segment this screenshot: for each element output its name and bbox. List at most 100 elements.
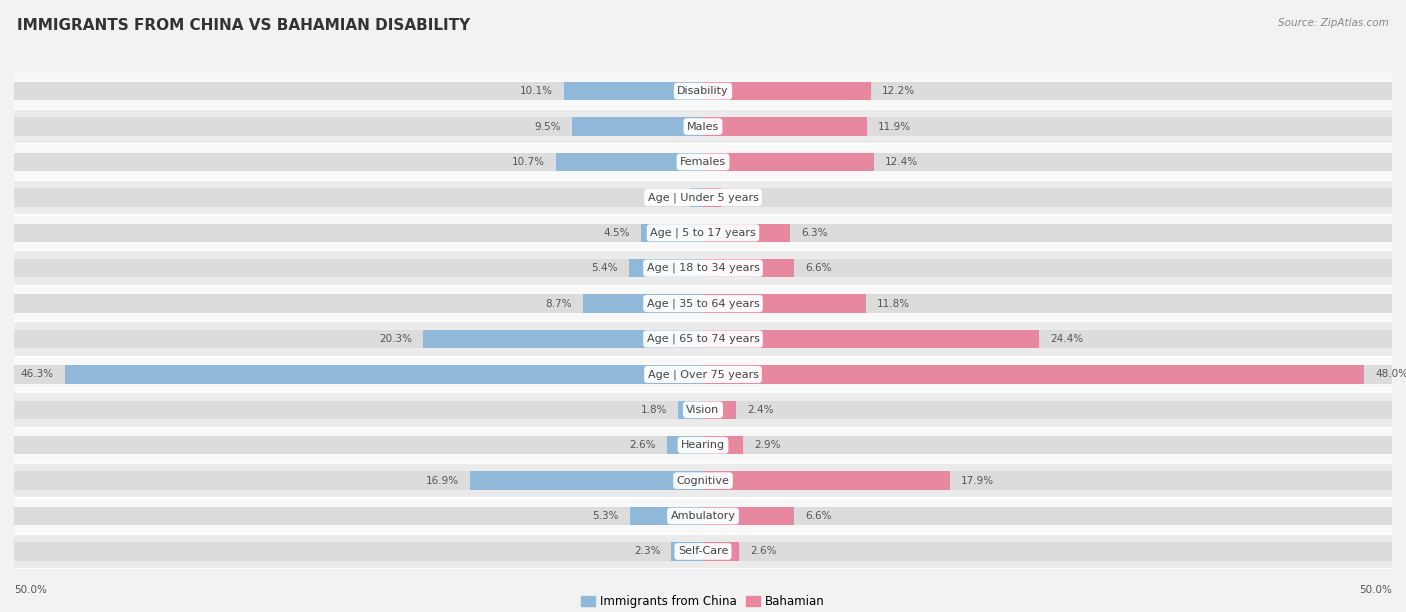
Bar <box>703 542 1392 561</box>
Text: 0.96%: 0.96% <box>645 192 679 203</box>
Bar <box>703 153 1392 171</box>
Bar <box>703 153 875 171</box>
Bar <box>470 471 703 490</box>
Bar <box>572 118 703 136</box>
Text: 12.2%: 12.2% <box>882 86 915 96</box>
Bar <box>628 259 703 277</box>
Bar <box>555 153 703 171</box>
Text: 16.9%: 16.9% <box>426 476 460 486</box>
Bar <box>14 330 703 348</box>
Bar <box>630 507 703 525</box>
Text: Hearing: Hearing <box>681 440 725 450</box>
Text: 11.9%: 11.9% <box>877 122 911 132</box>
Bar <box>703 188 1392 207</box>
FancyBboxPatch shape <box>0 498 1406 534</box>
Bar <box>703 401 737 419</box>
Bar <box>14 294 703 313</box>
FancyBboxPatch shape <box>0 392 1406 428</box>
Bar <box>703 507 794 525</box>
Bar <box>14 153 703 171</box>
Text: 50.0%: 50.0% <box>14 585 46 595</box>
FancyBboxPatch shape <box>0 321 1406 357</box>
Bar <box>703 330 1039 348</box>
FancyBboxPatch shape <box>0 286 1406 321</box>
FancyBboxPatch shape <box>0 534 1406 569</box>
Text: 6.6%: 6.6% <box>806 263 831 273</box>
Text: 5.3%: 5.3% <box>592 511 619 521</box>
Bar <box>690 188 703 207</box>
Text: 11.8%: 11.8% <box>876 299 910 308</box>
Text: Vision: Vision <box>686 405 720 415</box>
FancyBboxPatch shape <box>0 215 1406 250</box>
Bar <box>703 436 742 455</box>
FancyBboxPatch shape <box>0 180 1406 215</box>
Bar <box>14 401 703 419</box>
Bar <box>14 223 703 242</box>
Text: Females: Females <box>681 157 725 167</box>
Text: Age | Under 5 years: Age | Under 5 years <box>648 192 758 203</box>
Bar <box>703 471 949 490</box>
Text: 17.9%: 17.9% <box>960 476 994 486</box>
Text: 48.0%: 48.0% <box>1375 370 1406 379</box>
Bar <box>703 223 1392 242</box>
Bar <box>703 294 1392 313</box>
Bar <box>703 223 790 242</box>
Bar <box>703 118 1392 136</box>
Text: Source: ZipAtlas.com: Source: ZipAtlas.com <box>1278 18 1389 28</box>
Text: 6.6%: 6.6% <box>806 511 831 521</box>
FancyBboxPatch shape <box>0 109 1406 144</box>
Text: IMMIGRANTS FROM CHINA VS BAHAMIAN DISABILITY: IMMIGRANTS FROM CHINA VS BAHAMIAN DISABI… <box>17 18 470 34</box>
Bar <box>703 259 1392 277</box>
Text: 5.4%: 5.4% <box>591 263 617 273</box>
Bar <box>65 365 703 384</box>
Text: Ambulatory: Ambulatory <box>671 511 735 521</box>
Bar <box>14 82 703 100</box>
Text: 8.7%: 8.7% <box>546 299 572 308</box>
Text: 2.6%: 2.6% <box>749 547 776 556</box>
Bar <box>703 259 794 277</box>
FancyBboxPatch shape <box>0 428 1406 463</box>
Bar <box>641 223 703 242</box>
Text: Age | 65 to 74 years: Age | 65 to 74 years <box>647 334 759 345</box>
Bar <box>668 436 703 455</box>
Text: Males: Males <box>688 122 718 132</box>
Text: 2.3%: 2.3% <box>634 547 661 556</box>
Bar <box>703 507 1392 525</box>
FancyBboxPatch shape <box>0 144 1406 180</box>
Bar <box>14 188 703 207</box>
Text: 9.5%: 9.5% <box>534 122 561 132</box>
Text: 1.3%: 1.3% <box>733 192 758 203</box>
Bar <box>14 436 703 455</box>
Text: Age | 5 to 17 years: Age | 5 to 17 years <box>650 228 756 238</box>
Bar <box>703 82 1392 100</box>
Bar <box>671 542 703 561</box>
FancyBboxPatch shape <box>0 463 1406 498</box>
Text: Self-Care: Self-Care <box>678 547 728 556</box>
Bar <box>14 507 703 525</box>
Legend: Immigrants from China, Bahamian: Immigrants from China, Bahamian <box>581 595 825 608</box>
Bar <box>703 471 1392 490</box>
Text: Disability: Disability <box>678 86 728 96</box>
Text: 2.4%: 2.4% <box>747 405 773 415</box>
Bar <box>703 118 868 136</box>
Bar <box>703 365 1392 384</box>
Bar <box>14 118 703 136</box>
FancyBboxPatch shape <box>0 73 1406 109</box>
Bar <box>703 542 738 561</box>
Bar <box>14 365 703 384</box>
Bar <box>703 82 872 100</box>
Text: 6.3%: 6.3% <box>801 228 827 238</box>
Text: Age | 18 to 34 years: Age | 18 to 34 years <box>647 263 759 274</box>
FancyBboxPatch shape <box>0 250 1406 286</box>
Bar <box>564 82 703 100</box>
Bar <box>423 330 703 348</box>
Text: 2.6%: 2.6% <box>630 440 657 450</box>
Bar <box>14 542 703 561</box>
Bar <box>703 330 1392 348</box>
Text: 46.3%: 46.3% <box>21 370 53 379</box>
Bar <box>703 188 721 207</box>
Text: 50.0%: 50.0% <box>1360 585 1392 595</box>
Bar <box>678 401 703 419</box>
Bar <box>14 259 703 277</box>
Bar <box>703 294 866 313</box>
